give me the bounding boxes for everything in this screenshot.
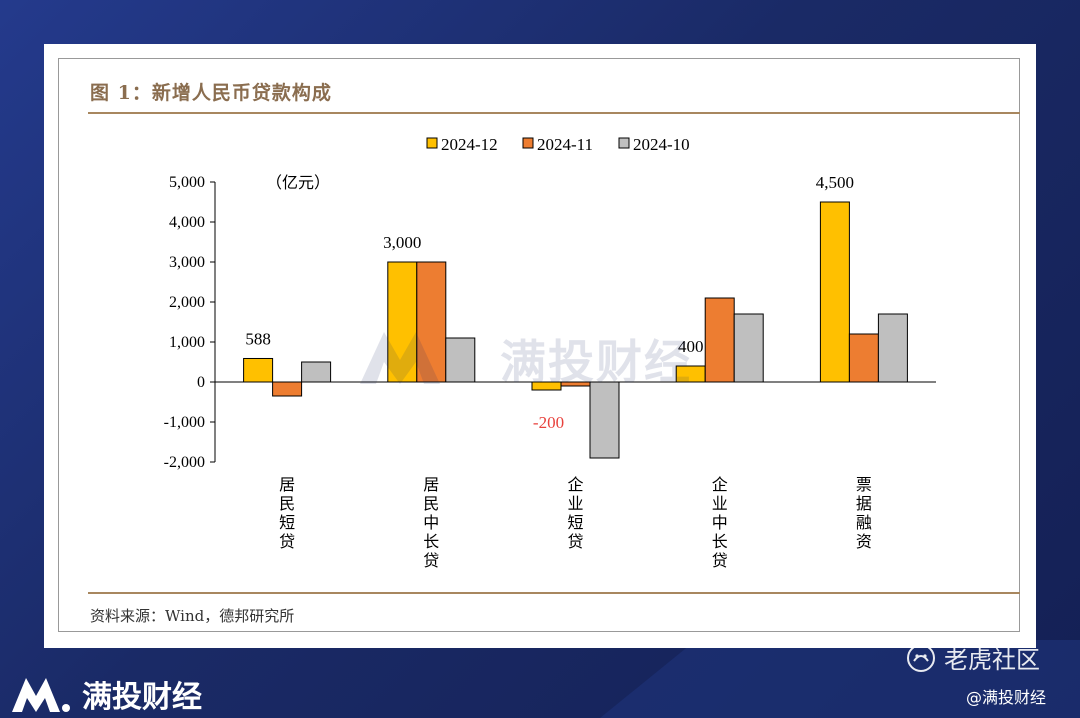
bar-2024-12 [531, 381, 562, 391]
data-label: -200 [533, 413, 564, 432]
legend-label-2024-11: 2024-11 [537, 135, 593, 154]
bar-2024-10 [301, 361, 332, 383]
x-category-label-char: 企 [567, 476, 583, 494]
bar-2024-11 [272, 381, 303, 397]
x-category-label-char: 贷 [712, 552, 728, 570]
x-category-label-char: 长 [423, 533, 439, 551]
figure-frame [58, 58, 1020, 632]
background-accent-shape [600, 640, 1080, 718]
tiger-community-icon [907, 643, 935, 672]
bar-2024-10 [589, 381, 620, 459]
x-category-label-char: 贷 [279, 533, 295, 551]
x-category-label-char: 业 [567, 495, 583, 513]
x-category-label-char: 贷 [567, 533, 583, 551]
data-label: 400 [678, 337, 704, 356]
x-category-label-char: 短 [279, 514, 295, 532]
data-label: 3,000 [383, 233, 421, 252]
brand-logo: 满投财经 [10, 672, 202, 716]
unit-label: （亿元） [266, 174, 330, 192]
x-category-label-char: 贷 [423, 552, 439, 570]
brand-logo-icon [12, 678, 70, 712]
x-category-label-char: 中 [712, 514, 728, 532]
y-tick-label: 3,000 [169, 254, 205, 271]
y-tick-label: 4,000 [169, 214, 205, 231]
y-tick-label: -2,000 [164, 454, 205, 471]
y-tick-label: 1,000 [169, 334, 205, 351]
legend-label-2024-10: 2024-10 [633, 135, 690, 154]
legend-swatch-2024-12 [426, 137, 438, 149]
account-handle: @满投财经 [966, 688, 1047, 707]
community-name: 老虎社区 [944, 646, 1040, 674]
title-rule [88, 112, 1020, 114]
bar-2024-12 [243, 357, 274, 383]
x-category-label-char: 居 [423, 477, 439, 494]
data-label: 4,500 [816, 173, 854, 192]
bar-2024-11 [560, 381, 591, 387]
brand-name: 满投财经 [82, 680, 202, 715]
x-category-label-char: 据 [856, 495, 872, 513]
bar-2024-11 [848, 333, 879, 383]
x-category-label-char: 居 [279, 477, 295, 494]
x-category-label-char: 业 [712, 495, 728, 513]
bar-2024-10 [445, 337, 476, 383]
legend-swatch-2024-11 [522, 137, 534, 149]
x-category-label-char: 短 [567, 514, 583, 532]
x-category-label-char: 长 [712, 533, 728, 551]
x-category-label-char: 中 [423, 514, 439, 532]
data-label: 588 [245, 329, 271, 348]
source-note: 资料来源：Wind，德邦研究所 [90, 607, 295, 625]
x-category-label-char: 融 [856, 514, 872, 532]
watermark-logo-icon [358, 326, 478, 390]
bar-2024-12 [675, 365, 706, 383]
bar-chart: -2,000 -1,000 0 1,000 2,000 3,000 4,000 5,000 （亿… [164, 135, 936, 570]
bar-2024-11 [704, 297, 735, 383]
x-category-label-char: 资 [856, 533, 872, 551]
source-rule [88, 592, 1020, 594]
x-category-label-char: 企 [712, 476, 728, 494]
community-badge: 老虎社区 [906, 640, 1040, 675]
bar-2024-12 [819, 201, 850, 383]
figure-card: 图 1：新增人民币贷款构成 -2,000 -1,000 0 1,000 2,000 3,0… [44, 44, 1036, 648]
bar-2024-10 [733, 313, 764, 383]
y-tick-label: 0 [197, 374, 205, 391]
bar-2024-11 [416, 261, 447, 383]
x-category-label-char: 民 [279, 496, 295, 513]
y-tick-label: 5,000 [169, 174, 205, 191]
y-tick-label: 2,000 [169, 294, 205, 311]
legend-label-2024-12: 2024-12 [441, 135, 498, 154]
figure-title: 图 1：新增人民币贷款构成 [90, 82, 332, 104]
legend-swatch-2024-10 [618, 137, 630, 149]
x-category-label-char: 民 [423, 496, 439, 513]
bar-2024-10 [877, 313, 908, 383]
x-category-label-char: 票 [856, 477, 872, 494]
y-tick-label: -1,000 [164, 414, 205, 431]
